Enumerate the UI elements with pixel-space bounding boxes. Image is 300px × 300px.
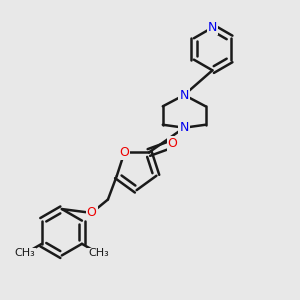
Text: O: O (119, 146, 129, 159)
Text: CH₃: CH₃ (15, 248, 35, 259)
Text: N: N (179, 88, 189, 101)
Text: CH₃: CH₃ (88, 248, 109, 259)
Text: O: O (168, 137, 178, 150)
Text: N: N (179, 121, 189, 134)
Text: O: O (87, 206, 97, 219)
Text: N: N (208, 21, 217, 34)
